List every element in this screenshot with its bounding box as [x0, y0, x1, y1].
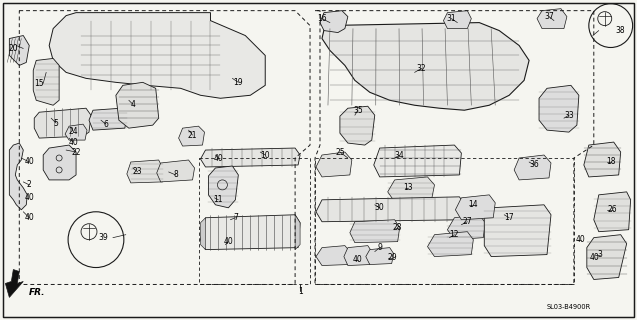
Polygon shape — [201, 148, 300, 167]
Polygon shape — [350, 220, 399, 243]
Polygon shape — [89, 108, 127, 130]
Text: 26: 26 — [608, 205, 617, 214]
Polygon shape — [5, 269, 24, 297]
Text: 35: 35 — [353, 106, 362, 115]
Polygon shape — [539, 85, 579, 132]
Text: SL03-B4900R: SL03-B4900R — [547, 304, 591, 310]
Polygon shape — [116, 82, 159, 128]
Text: 30: 30 — [375, 203, 385, 212]
Text: 40: 40 — [68, 138, 78, 147]
Text: 2: 2 — [27, 180, 32, 189]
Polygon shape — [127, 160, 162, 183]
Polygon shape — [316, 152, 352, 177]
Polygon shape — [320, 11, 348, 33]
Polygon shape — [201, 218, 206, 250]
Text: 13: 13 — [403, 183, 412, 192]
Text: 28: 28 — [393, 223, 403, 232]
Text: 11: 11 — [213, 195, 223, 204]
Polygon shape — [295, 215, 300, 250]
Polygon shape — [43, 145, 76, 180]
Text: 23: 23 — [133, 167, 143, 176]
Polygon shape — [178, 126, 204, 146]
Text: 29: 29 — [388, 253, 397, 262]
Text: 20: 20 — [8, 44, 18, 53]
Text: 24: 24 — [68, 127, 78, 136]
Polygon shape — [33, 59, 59, 105]
Polygon shape — [374, 145, 461, 177]
Text: 40: 40 — [213, 154, 224, 163]
Text: FR.: FR. — [29, 288, 46, 297]
Polygon shape — [340, 106, 375, 145]
Polygon shape — [443, 11, 471, 28]
Text: 38: 38 — [616, 26, 626, 35]
Polygon shape — [587, 235, 627, 279]
Text: 40: 40 — [24, 157, 34, 166]
Text: 17: 17 — [505, 213, 514, 222]
Text: 19: 19 — [234, 78, 243, 87]
Text: 40: 40 — [353, 255, 362, 264]
Polygon shape — [34, 108, 91, 138]
Text: 15: 15 — [34, 79, 44, 88]
Polygon shape — [157, 160, 194, 182]
Polygon shape — [201, 215, 300, 250]
Text: 10: 10 — [261, 150, 270, 160]
Polygon shape — [594, 192, 631, 232]
Polygon shape — [484, 205, 551, 257]
Text: 12: 12 — [450, 230, 459, 239]
Text: 6: 6 — [103, 120, 108, 129]
Text: 22: 22 — [71, 148, 81, 156]
Polygon shape — [10, 36, 29, 65]
Polygon shape — [10, 143, 27, 210]
Text: 40: 40 — [224, 237, 233, 246]
Text: 32: 32 — [417, 64, 426, 73]
Polygon shape — [514, 155, 551, 180]
Text: 40: 40 — [24, 213, 34, 222]
Polygon shape — [65, 124, 87, 140]
Text: 25: 25 — [335, 148, 345, 156]
Text: 36: 36 — [529, 160, 539, 170]
Text: 40: 40 — [576, 235, 586, 244]
Text: 39: 39 — [98, 233, 108, 242]
Text: 37: 37 — [544, 12, 554, 21]
Polygon shape — [537, 9, 567, 28]
Polygon shape — [49, 13, 265, 98]
Text: 27: 27 — [462, 217, 472, 226]
Text: 16: 16 — [317, 14, 327, 23]
Polygon shape — [427, 232, 473, 257]
Polygon shape — [3, 3, 634, 317]
Polygon shape — [584, 142, 620, 177]
Polygon shape — [455, 195, 495, 220]
Polygon shape — [388, 177, 434, 202]
Text: 34: 34 — [395, 150, 404, 160]
Text: 5: 5 — [54, 119, 59, 128]
Polygon shape — [447, 215, 485, 240]
Text: 31: 31 — [447, 14, 456, 23]
Text: 21: 21 — [188, 131, 197, 140]
Polygon shape — [344, 246, 372, 266]
Polygon shape — [316, 197, 466, 222]
Text: 1: 1 — [297, 287, 303, 296]
Text: 40: 40 — [590, 253, 599, 262]
Polygon shape — [208, 166, 238, 208]
Polygon shape — [366, 248, 394, 265]
Polygon shape — [316, 246, 350, 266]
Polygon shape — [322, 23, 529, 110]
Text: 18: 18 — [606, 157, 615, 166]
Text: 7: 7 — [233, 213, 238, 222]
Text: 3: 3 — [598, 250, 602, 259]
Text: 14: 14 — [468, 200, 478, 209]
Text: 9: 9 — [377, 243, 382, 252]
Text: 8: 8 — [173, 171, 178, 180]
Text: 33: 33 — [564, 111, 574, 120]
Text: 40: 40 — [24, 193, 34, 202]
Text: 4: 4 — [131, 100, 135, 109]
